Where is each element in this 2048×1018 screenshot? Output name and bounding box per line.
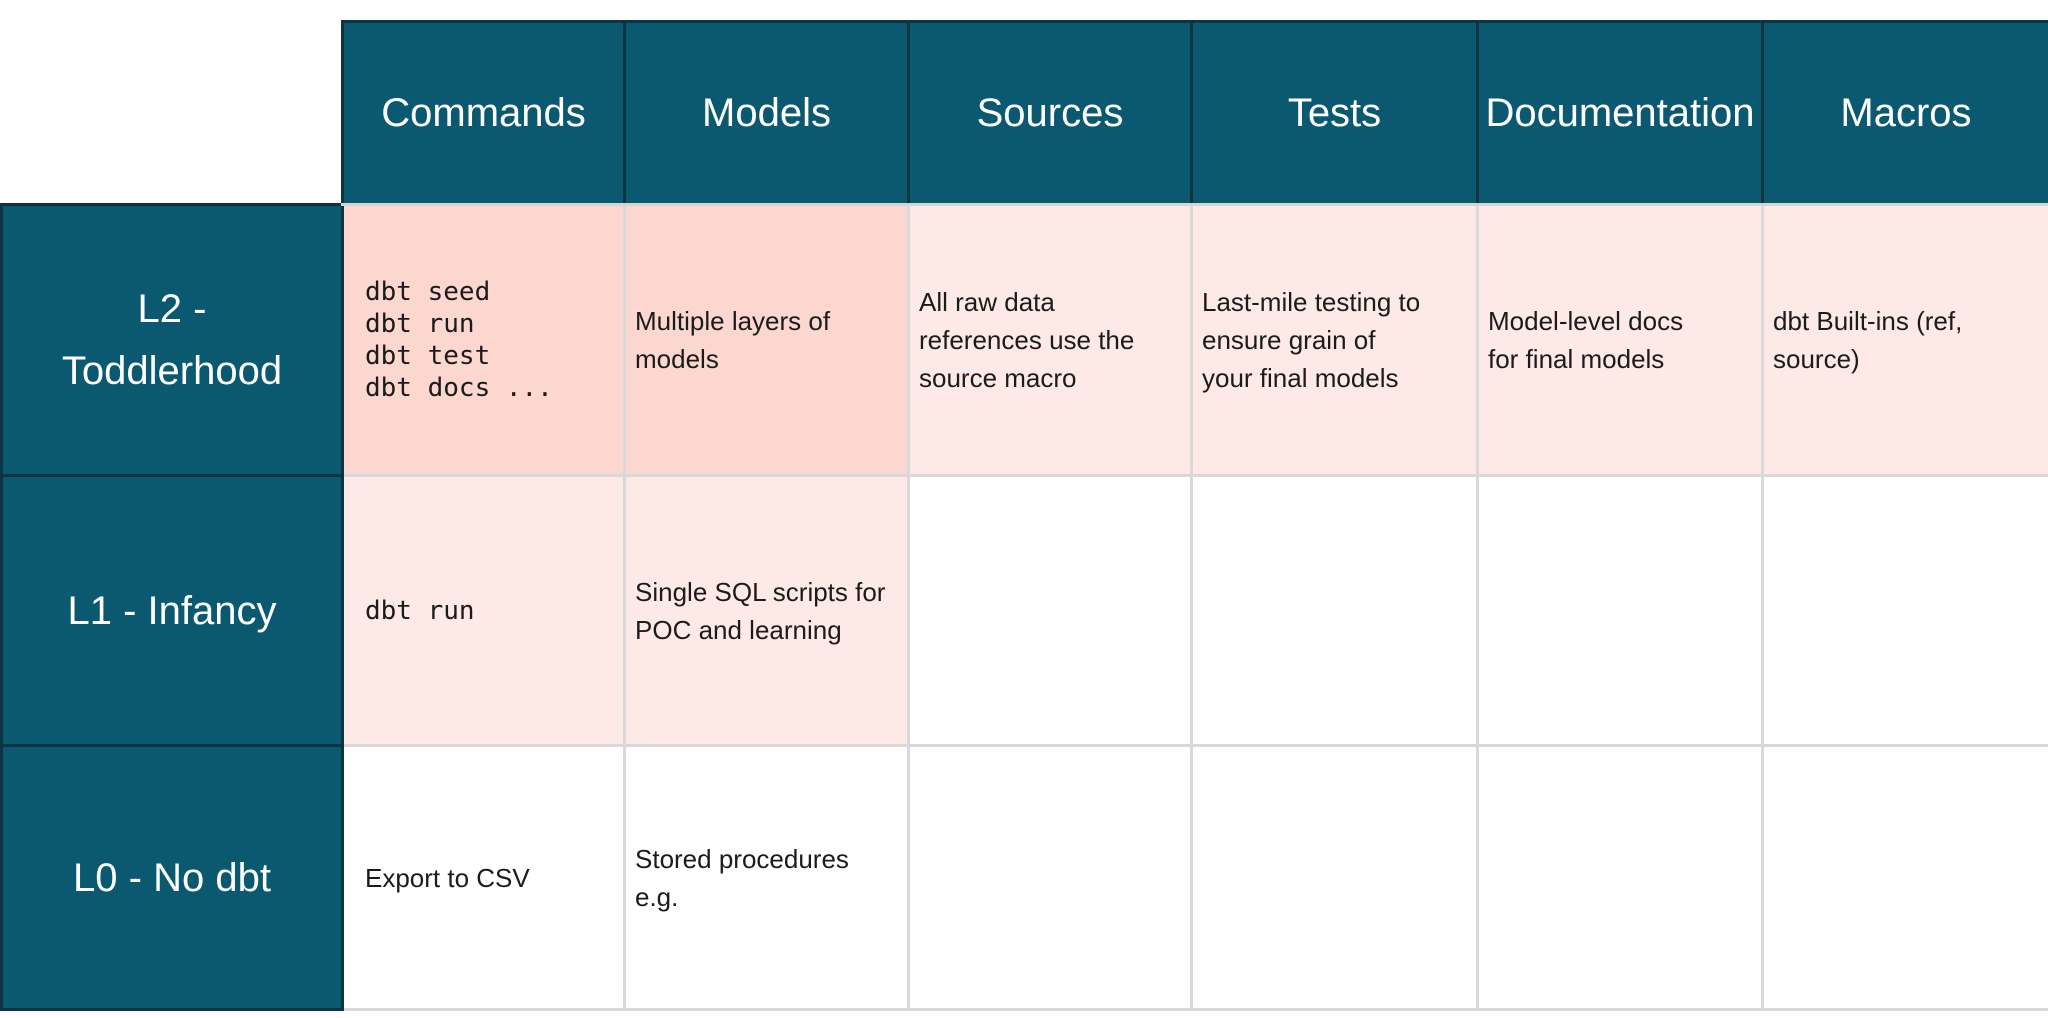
col-header-documentation: Documentation	[1476, 20, 1764, 206]
cell-l2-commands: dbt seed dbt run dbt test dbt docs ...	[341, 203, 626, 477]
row-l0-no-dbt: L0 - No dbt Export to CSV Stored procedu…	[0, 744, 2048, 1011]
row-header-l2: L2 - Toddlerhood	[0, 203, 344, 477]
cell-l2-macros: dbt Built-ins (ref, source)	[1761, 203, 2048, 477]
cell-l0-macros	[1761, 744, 2048, 1011]
dbt-maturity-table: Commands Models Sources Tests Documentat…	[0, 20, 2048, 1011]
col-header-sources: Sources	[907, 20, 1193, 206]
col-header-macros: Macros	[1761, 20, 2048, 206]
cell-l1-documentation	[1476, 474, 1764, 747]
header-row: Commands Models Sources Tests Documentat…	[1, 20, 2048, 206]
cell-l0-tests	[1190, 744, 1479, 1011]
cell-l0-documentation	[1476, 744, 1764, 1011]
row-l2-toddlerhood: L2 - Toddlerhood dbt seed dbt run dbt te…	[0, 203, 2048, 477]
col-header-tests: Tests	[1190, 20, 1479, 206]
cell-l2-sources: All raw data references use the source m…	[907, 203, 1193, 477]
cell-l1-sources	[907, 474, 1193, 747]
cell-l0-models: Stored procedures e.g.	[623, 744, 910, 1011]
cell-l0-sources	[907, 744, 1193, 1011]
cell-l0-commands: Export to CSV	[341, 744, 626, 1011]
cell-l2-models: Multiple layers of models	[623, 203, 910, 477]
col-header-commands: Commands	[341, 20, 626, 206]
row-header-l0: L0 - No dbt	[0, 744, 344, 1011]
cell-l2-documentation: Model-level docs for final models	[1476, 203, 1764, 477]
col-header-models: Models	[623, 20, 910, 206]
corner-cell	[1, 21, 343, 205]
cell-l1-tests	[1190, 474, 1479, 747]
row-l1-infancy: L1 - Infancy dbt run Single SQL scripts …	[0, 474, 2048, 747]
cell-l1-models: Single SQL scripts for POC and learning	[623, 474, 910, 747]
cell-l1-macros	[1761, 474, 2048, 747]
cell-l1-commands: dbt run	[341, 474, 626, 747]
row-header-l1: L1 - Infancy	[0, 474, 344, 747]
cell-l2-tests: Last-mile testing to ensure grain of you…	[1190, 203, 1479, 477]
